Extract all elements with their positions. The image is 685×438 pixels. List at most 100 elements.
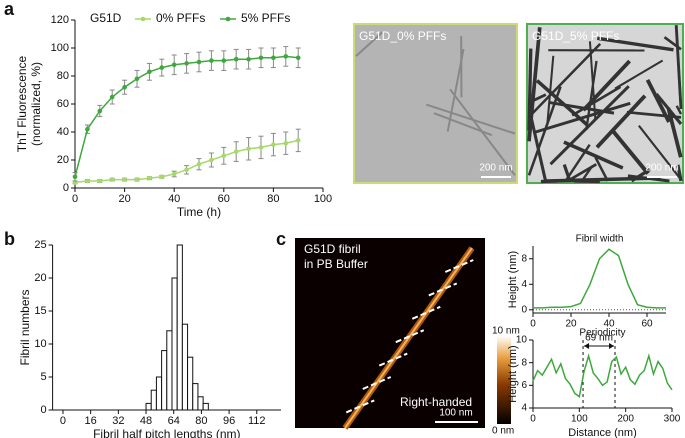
point [134,177,140,182]
fibril [582,59,631,112]
fibril [528,43,602,118]
point [97,108,103,114]
pitch-mark [362,376,392,390]
bar [155,376,163,411]
point [271,55,276,61]
legend-title: G51D [90,11,122,25]
x-tick-label: 32 [112,415,124,427]
x-tick-label: 96 [223,415,235,427]
fibril [675,105,683,115]
y-tick-label: 15 [34,305,46,317]
annotation: 69 nm [585,333,613,344]
x-tick-label: 80 [195,415,207,427]
x-tick-label: 60 [641,319,653,330]
point [295,138,301,143]
fibril [425,103,516,135]
y-tick-label: 0 [40,404,46,416]
image-label: G51D_5% PFFs [532,29,619,43]
fibril [585,60,598,131]
x-tick-label: 0 [530,414,536,425]
fibril [674,25,683,110]
bar [187,356,194,411]
y-tick-label: 20 [34,272,46,284]
point [109,177,115,182]
legend-label: 5% PFFs [241,11,290,25]
bar [176,244,183,411]
x-tick-label: 40 [168,193,180,205]
fibril [563,140,624,170]
point [196,59,202,65]
series-line [74,139,299,184]
x-tick-label: 300 [664,414,681,425]
point [85,126,90,132]
fibril [530,119,548,182]
y-tick-label: 6 [521,380,527,391]
scale-label: 200 nm [479,163,512,174]
series-line [74,55,299,177]
y-tick-label: 100 [51,42,69,54]
fibril [595,94,647,149]
bar [181,323,189,411]
fibril [571,85,622,117]
x-tick-label: 0 [72,193,78,205]
y-tick-label: 40 [57,126,69,138]
x-tick-label: 100 [314,193,332,205]
y-axis-label: Fibril numbers [18,289,32,365]
point [159,174,165,180]
panel-letter: c [276,229,286,249]
point [97,178,103,184]
afm-fibril-core [344,247,473,429]
point [283,54,289,59]
fibril [611,129,650,175]
x-tick-label: 16 [85,415,97,427]
y-axis-label: Height (nm) [507,345,519,402]
bar [145,402,152,411]
fibril [533,101,631,134]
x-tick-label: 112 [248,415,266,427]
fibril [666,107,683,158]
x-tick-label: 60 [218,193,230,205]
pitch-mark [395,329,425,344]
bar [192,383,199,411]
bar [161,350,168,411]
fibril [355,31,384,57]
fibril [630,168,651,183]
point [246,146,251,152]
y-tick-label: 20 [57,154,69,166]
series-line [532,353,673,398]
x-tick-label: 64 [168,415,180,427]
colorbar-label: 0 nm [492,426,514,437]
y-tick-label: 25 [34,239,46,251]
y-tick-label: 8 [521,357,527,368]
pitch-mark [345,399,375,414]
legend-marker [225,16,231,22]
fibril [527,48,533,131]
y-tick-label: 120 [51,14,69,26]
fibril [535,79,589,127]
colorbar-label: 10 nm [492,326,520,337]
point [85,178,90,184]
y-tick-label: 0 [63,182,69,194]
point [171,171,177,177]
y-axis-label: Height (nm) [507,251,519,308]
point [171,62,177,68]
x-tick-label: 80 [267,193,279,205]
point [147,69,152,75]
x-tick-label: 40 [603,319,615,330]
point [122,84,127,90]
point [246,56,251,62]
afm-label: in PB Buffer [304,257,368,271]
pitch-mark [428,282,458,297]
panel-letter: b [4,229,15,249]
scale-label: 200 nm [645,163,678,174]
afm-handedness: Right-handed [400,395,472,409]
colorbar [497,336,511,424]
point [209,58,214,63]
x-axis-label: Time (h) [177,205,221,219]
pitch-mark [444,259,474,273]
point [72,174,78,180]
legend-marker [140,16,146,22]
point [209,157,214,163]
fibril [614,59,664,90]
fibril [663,36,682,51]
